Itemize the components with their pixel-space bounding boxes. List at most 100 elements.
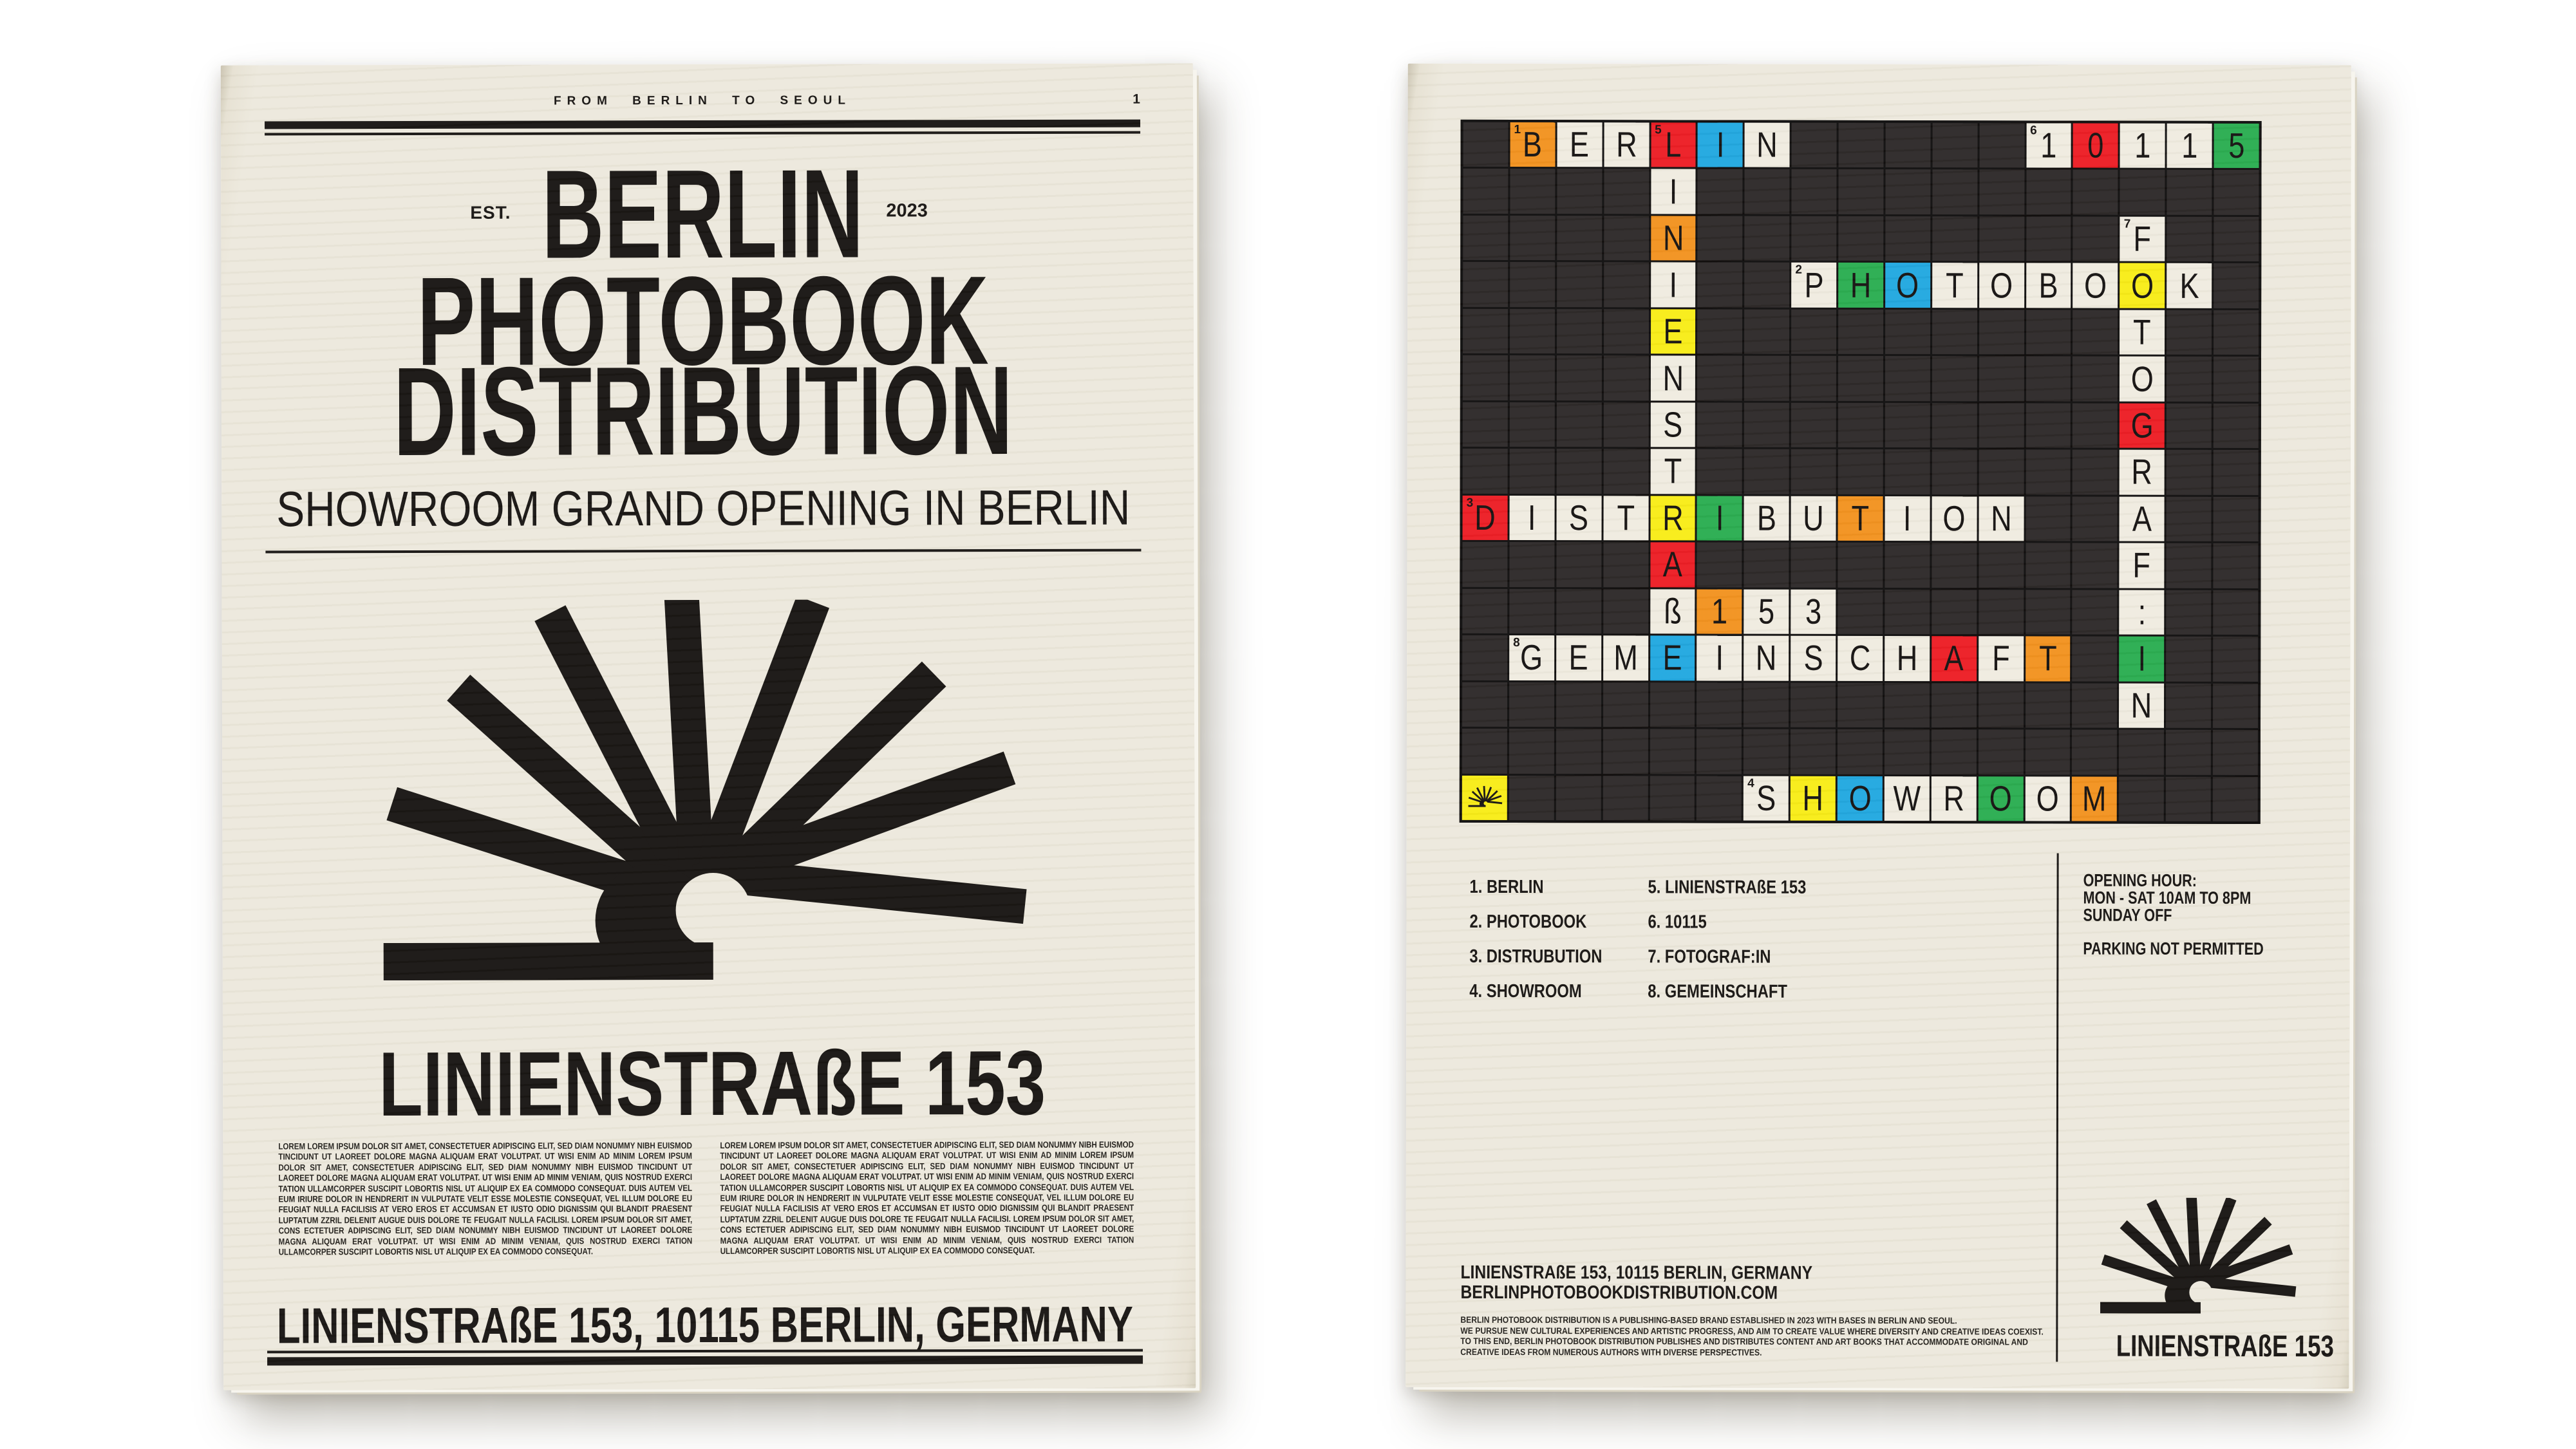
crossword-letter: K xyxy=(2179,265,2199,306)
crossword-cell-dark xyxy=(2214,216,2259,262)
crossword-cell-dark xyxy=(2072,683,2118,728)
left-poster-page: FROM BERLIN TO SEOUL 1 EST. 2023 BERLIN … xyxy=(220,63,1196,1390)
legend-item: 7. FOTOGRAF:IN xyxy=(1648,946,1771,968)
crossword-cell-dark xyxy=(1509,729,1554,774)
crossword-cell-dark xyxy=(1463,169,1509,214)
legend-column-2: 5. LINIENSTRAßE 153 6. 10115 7. FOTOGRAF:I… xyxy=(1648,877,1841,1018)
fan-logo-icon xyxy=(1468,785,1503,807)
crossword-cell-dark xyxy=(1978,729,2024,774)
crossword-cell-dark xyxy=(1979,403,2024,448)
crossword-cell-dark xyxy=(1932,356,1977,402)
crossword-cell-dark xyxy=(1509,775,1554,821)
crossword-cell-dark xyxy=(1744,355,1790,401)
fan-logo xyxy=(382,599,1027,981)
crossword-letter: H xyxy=(1802,778,1824,818)
crossword-letter: S xyxy=(1663,404,1683,445)
crossword-cell-dark xyxy=(2072,496,2118,541)
footer-website: BERLINPHOTOBOOKDISTRIBUTION.COM xyxy=(1460,1282,1778,1304)
crossword-cell: I xyxy=(1697,496,1742,541)
crossword-letter: 0 xyxy=(2087,125,2104,165)
crossword-cell: G xyxy=(2120,403,2165,449)
crossword-cell-dark xyxy=(1979,356,2024,402)
crossword-cell-dark xyxy=(2026,216,2071,261)
crossword-cell-dark xyxy=(1510,262,1556,307)
crossword-cell-dark xyxy=(2072,543,2118,588)
crossword-letter: A xyxy=(1662,544,1682,584)
crossword-cell-dark xyxy=(1697,169,1743,214)
crossword-cell-dark xyxy=(1509,542,1555,587)
crossword-cell-dark xyxy=(1884,682,1930,728)
crossword-letter: ß xyxy=(1663,591,1682,631)
crossword-cell-dark xyxy=(1791,122,1837,168)
crossword-cell-dark xyxy=(1791,356,1837,401)
crossword-cell-dark xyxy=(2025,543,2071,588)
crossword-letter: L xyxy=(1665,124,1682,165)
crossword-cell-dark xyxy=(1931,682,1977,728)
crossword-cell-dark xyxy=(1697,449,1743,494)
crossword-cell-dark xyxy=(1556,449,1602,494)
crossword-cell-dark xyxy=(1603,402,1649,447)
crossword-cell: I xyxy=(1885,496,1930,541)
header-rule-thin xyxy=(265,131,1141,136)
crossword-cell-dark xyxy=(1979,449,2024,495)
crossword-cell: S xyxy=(1650,402,1696,447)
crossword-letter: I xyxy=(1715,637,1724,678)
crossword-cell-dark xyxy=(1791,729,1836,774)
crossword-letter: W xyxy=(1893,778,1921,818)
crossword-cell-dark xyxy=(1556,588,1602,634)
crossword-cell-dark xyxy=(1744,449,1789,494)
crossword-cell-dark xyxy=(2073,169,2118,215)
crossword-cell-dark xyxy=(1744,402,1790,448)
crossword-cell-dark xyxy=(1603,309,1649,354)
crossword-cell-dark xyxy=(2213,496,2259,542)
crossword-cell-dark xyxy=(2026,356,2071,402)
crossword-cell-dark xyxy=(2073,356,2118,402)
crossword-letter: T xyxy=(1664,451,1682,491)
crossword-cell-dark xyxy=(1931,729,1977,774)
crossword-letter: O xyxy=(2084,265,2107,306)
crossword-cell: E xyxy=(1650,309,1696,354)
sunday-off: SUNDAY OFF xyxy=(2083,905,2172,925)
crossword-cell: T xyxy=(1838,496,1883,541)
crossword-cell-dark xyxy=(1932,402,1977,448)
masthead: FROM BERLIN TO SEOUL xyxy=(553,93,851,108)
legend-item: 4. SHOWROOM xyxy=(1469,980,1582,1002)
crossword-cell-dark xyxy=(1979,123,2025,168)
crossword-cell-dark xyxy=(1744,216,1790,261)
clue-number: 1 xyxy=(1514,123,1521,137)
crossword-cell-dark xyxy=(1791,449,1836,494)
crossword-cell: M xyxy=(2072,776,2118,821)
crossword-letter: B xyxy=(2038,265,2058,306)
crossword-cell-dark xyxy=(2166,683,2212,728)
crossword-cell-dark xyxy=(2026,310,2071,355)
crossword-cell-dark xyxy=(2073,310,2118,355)
crossword-letter: S xyxy=(1569,498,1589,538)
crossword-letter: A xyxy=(1944,638,1964,678)
crossword-letter: N xyxy=(1756,638,1777,678)
crossword-cell-dark xyxy=(2213,450,2259,495)
subtitle-rule xyxy=(265,548,1142,554)
year-label: 2023 xyxy=(886,200,928,221)
crossword-cell-dark xyxy=(2167,357,2212,402)
fan-logo-small xyxy=(2100,1197,2297,1314)
crossword-cell-dark xyxy=(1557,216,1603,261)
crossword-cell-dark xyxy=(1603,775,1648,821)
crossword-cell-dark xyxy=(2025,590,2071,635)
crossword-cell-dark xyxy=(1932,123,1978,168)
crossword-cell: W xyxy=(1884,776,1930,821)
crossword-cell-dark xyxy=(1932,449,1977,494)
crossword-cell-dark xyxy=(1556,775,1601,821)
crossword-letter: C xyxy=(1849,638,1871,678)
crossword-cell-dark xyxy=(1556,542,1602,587)
crossword-cell-dark xyxy=(1838,309,1884,355)
crossword-letter: T xyxy=(1617,498,1635,538)
legend-item: 6. 10115 xyxy=(1648,911,1707,933)
crossword-cell-dark xyxy=(1510,169,1556,214)
crossword-letter: I xyxy=(2138,639,2146,679)
crossword-cell-dark xyxy=(1885,356,1930,401)
clue-number: 5 xyxy=(1655,123,1662,137)
parking-note: PARKING NOT PERMITTED xyxy=(2083,939,2264,959)
legend-item: 1. BERLIN xyxy=(1469,876,1544,898)
